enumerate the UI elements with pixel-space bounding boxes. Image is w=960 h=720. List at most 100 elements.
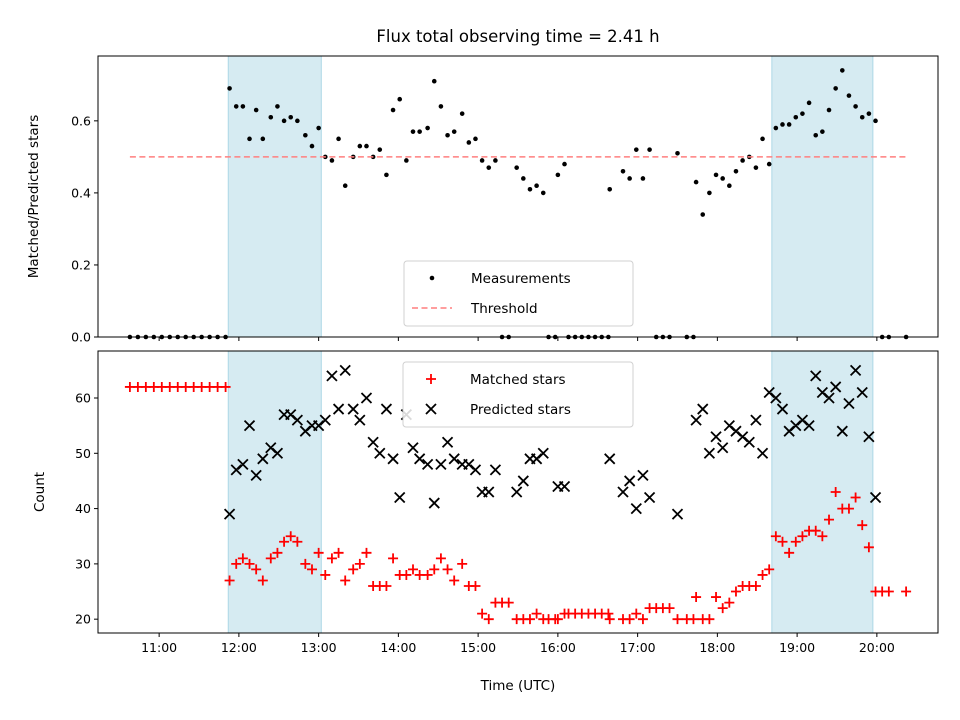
matched-star-point bbox=[664, 603, 675, 614]
measurement-point bbox=[562, 161, 567, 167]
matched-star-point bbox=[340, 575, 351, 586]
measurement-point bbox=[425, 125, 430, 131]
matched-star-point bbox=[231, 558, 242, 569]
matched-star-point bbox=[244, 558, 255, 569]
measurement-point bbox=[866, 111, 872, 116]
shaded-interval bbox=[227, 55, 322, 338]
predicted-star-point bbox=[367, 436, 379, 448]
chart-title: Flux total observing time = 2.41 h bbox=[376, 27, 659, 46]
matched-star-point bbox=[857, 520, 868, 531]
predicted-star-point bbox=[407, 442, 419, 454]
measurement-point bbox=[620, 168, 626, 174]
measurement-point bbox=[647, 147, 652, 152]
matched-star-point bbox=[784, 547, 795, 558]
predicted-star-point bbox=[414, 453, 426, 465]
predicted-star-point bbox=[803, 420, 815, 432]
measurement-point bbox=[786, 122, 792, 127]
predicted-star-point bbox=[869, 491, 882, 504]
matched-star-point bbox=[603, 608, 614, 619]
predicted-star-point bbox=[856, 386, 868, 399]
predicted-star-point bbox=[380, 403, 393, 415]
measurement-point bbox=[846, 93, 852, 98]
matched-star-point bbox=[292, 536, 303, 547]
matched-star-point bbox=[354, 558, 365, 569]
measurement-point bbox=[295, 118, 300, 124]
predicted-star-point bbox=[558, 480, 571, 493]
legend-plus-marker bbox=[426, 374, 436, 384]
matched-star-point bbox=[757, 569, 768, 580]
predicted-star-point bbox=[250, 469, 262, 482]
measurement-point bbox=[227, 86, 232, 91]
measurement-point bbox=[431, 78, 437, 84]
measurement-point bbox=[268, 114, 274, 120]
matched-star-point bbox=[477, 608, 488, 619]
matched-star-point bbox=[313, 547, 324, 558]
predicted-star-point bbox=[690, 414, 702, 426]
predicted-star-point bbox=[756, 447, 769, 459]
matched-star-point bbox=[326, 553, 337, 564]
measurement-point bbox=[820, 129, 825, 134]
matched-star-point bbox=[524, 614, 535, 625]
predicted-star-point bbox=[703, 447, 716, 459]
predicted-star-point bbox=[237, 458, 249, 470]
matched-star-point bbox=[730, 586, 741, 597]
measurement-point bbox=[240, 104, 246, 109]
matched-star-point bbox=[429, 564, 440, 575]
matched-star-point bbox=[435, 553, 446, 564]
measurement-point bbox=[493, 158, 498, 163]
matched-star-point bbox=[850, 492, 861, 503]
y-tick-label: 60 bbox=[75, 391, 91, 406]
matched-star-point bbox=[279, 536, 290, 547]
y-tick-label: 0.0 bbox=[71, 330, 91, 345]
measurement-point bbox=[281, 118, 287, 124]
x-tick-label: 14:00 bbox=[380, 640, 416, 655]
predicted-star-point bbox=[291, 414, 304, 426]
predicted-star-point bbox=[624, 475, 636, 487]
legend-label: Matched stars bbox=[470, 372, 566, 388]
x-tick-label: 17:00 bbox=[620, 640, 656, 655]
x-tick-label: 12:00 bbox=[221, 640, 257, 655]
predicted-star-point bbox=[332, 403, 345, 415]
legend-label: Threshold bbox=[470, 301, 538, 317]
measurement-point bbox=[540, 190, 546, 196]
measurement-point bbox=[693, 179, 699, 185]
measurement-point bbox=[342, 183, 348, 188]
matched-star-point bbox=[251, 564, 262, 575]
matched-star-point bbox=[300, 558, 311, 569]
matched-star-point bbox=[237, 553, 248, 564]
measurement-point bbox=[713, 172, 719, 178]
measurement-point bbox=[397, 96, 403, 102]
predicted-star-point bbox=[671, 508, 684, 520]
measurement-point bbox=[700, 212, 706, 217]
measurement-point bbox=[760, 136, 765, 142]
predicted-star-point bbox=[617, 486, 629, 498]
measurement-point bbox=[707, 190, 712, 196]
legend-box bbox=[402, 361, 634, 428]
y-tick-label: 30 bbox=[75, 556, 91, 571]
matched-star-point bbox=[863, 542, 874, 553]
measurement-point bbox=[253, 107, 259, 113]
y-tick-label: 50 bbox=[75, 446, 91, 461]
predicted-star-point bbox=[435, 458, 447, 470]
measurement-point bbox=[479, 158, 485, 163]
matched-star-point bbox=[531, 608, 542, 619]
measurement-point bbox=[780, 122, 785, 127]
measurement-point bbox=[720, 176, 725, 181]
matched-star-point bbox=[624, 614, 635, 625]
shaded-interval bbox=[227, 350, 322, 634]
predicted-star-point bbox=[776, 403, 789, 415]
measurement-point bbox=[833, 86, 838, 91]
measurement-point bbox=[813, 132, 819, 138]
predicted-star-point bbox=[257, 453, 269, 465]
predicted-star-point bbox=[319, 414, 331, 426]
measurement-point bbox=[451, 129, 457, 134]
measurement-point bbox=[633, 147, 639, 152]
predicted-star-point bbox=[717, 442, 729, 454]
measurement-point bbox=[640, 176, 646, 181]
predicted-star-point bbox=[326, 370, 338, 382]
predicted-star-point bbox=[770, 392, 782, 404]
measurement-point bbox=[364, 143, 369, 149]
matched-star-point bbox=[449, 575, 460, 586]
matched-star-point bbox=[883, 586, 894, 597]
